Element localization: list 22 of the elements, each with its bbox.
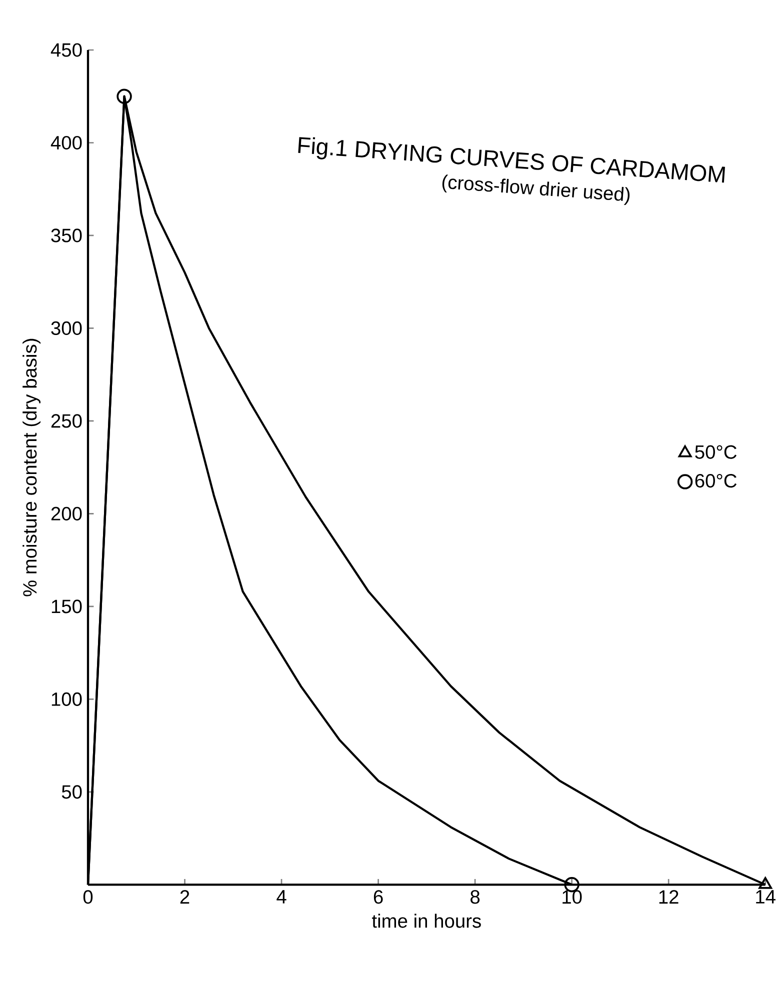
x-tick-label: 8 [470,890,480,904]
y-tick-label: 450 [50,43,82,57]
x-tick-label: 2 [180,890,190,904]
y-tick-label: 150 [52,600,82,614]
y-axis-title: % moisture content (dry basis) [22,338,41,596]
legend-label: 60°C [695,474,737,488]
y-tick-label: 300 [51,321,82,336]
y-tick-label: 250 [51,414,82,428]
legend-label: 50°C [695,445,737,459]
y-tick-label: 350 [51,228,82,242]
x-tick-label: 12 [659,890,678,904]
x-axis-title: time in hours [372,914,481,928]
y-tick-label: 100 [52,692,82,706]
x-tick-label: 0 [83,890,93,904]
x-tick-label: 6 [374,890,383,904]
y-tick-label: 400 [50,136,82,150]
y-tick-label: 50 [62,785,82,799]
x-tick-label: 14 [756,890,776,904]
y-tick-label: 200 [51,506,82,520]
text: (cross-flow drier used) [442,174,630,206]
x-tick-label: 10 [562,890,582,904]
x-tick-label: 4 [276,890,286,904]
